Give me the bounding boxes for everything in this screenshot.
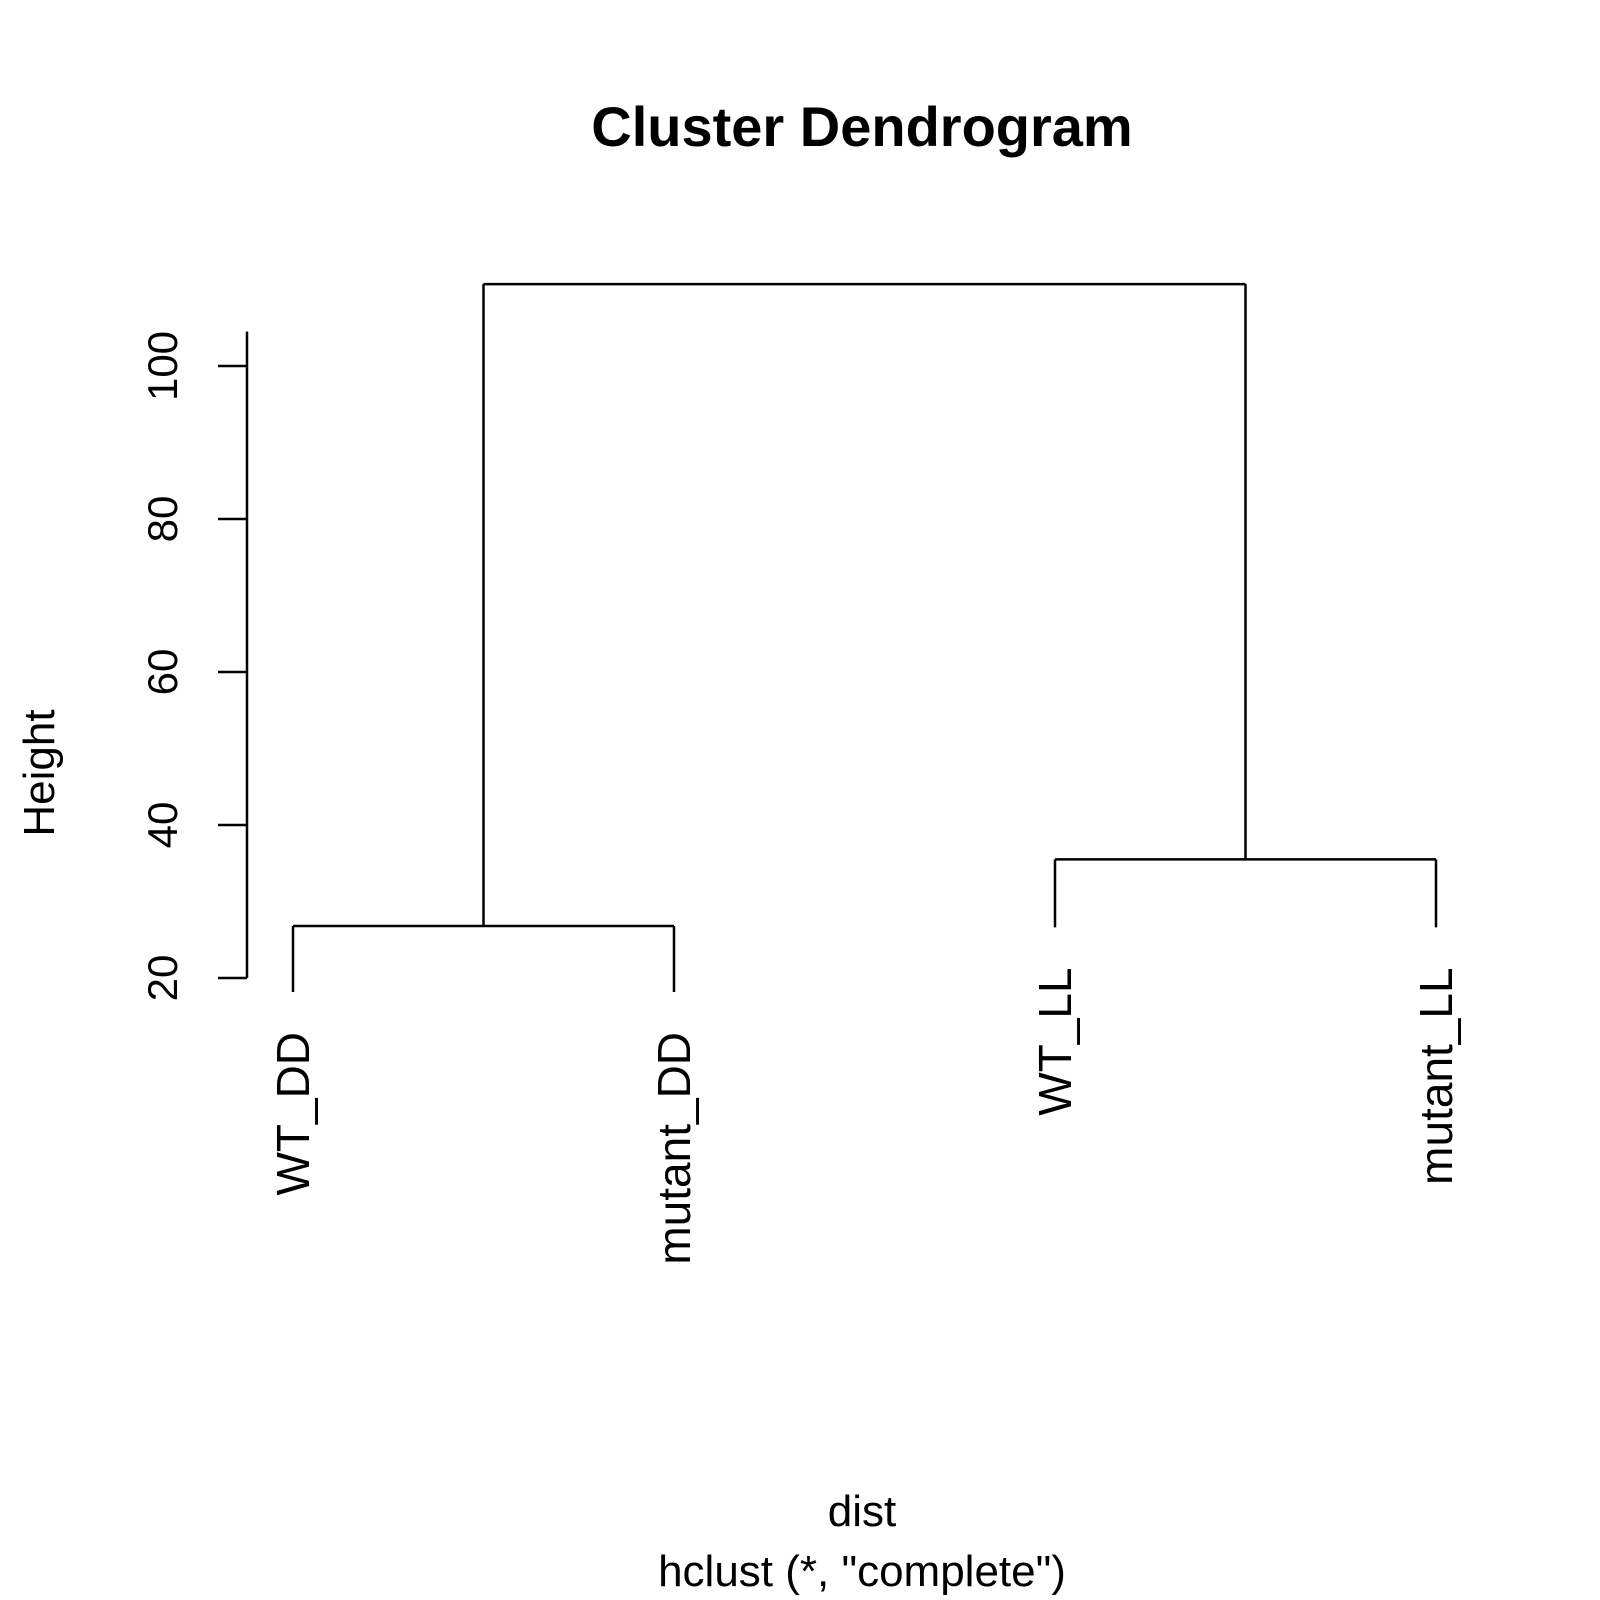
leaf-label: mutant_LL [1410,967,1462,1184]
leaf-labels: WT_DD mutant_DD WT_LL mutant_LL [267,967,1462,1264]
y-axis: 20 40 60 80 100 [139,331,249,1002]
y-tick-label: 100 [139,331,186,401]
y-tick-label: 40 [139,802,186,849]
y-tick-label: 20 [139,955,186,1002]
dendrogram-tree [291,282,1438,992]
leaf-label: WT_LL [1029,967,1081,1115]
chart-title: Cluster Dendrogram [591,95,1132,158]
y-tick-label: 80 [139,496,186,543]
x-axis-title: dist [828,1487,896,1536]
y-axis-title: Height [15,709,64,836]
leaf-label: mutant_DD [648,1032,700,1265]
x-axis-subtitle: hclust (*, "complete") [658,1547,1066,1596]
y-tick-label: 60 [139,649,186,696]
leaf-label: WT_DD [267,1032,319,1196]
